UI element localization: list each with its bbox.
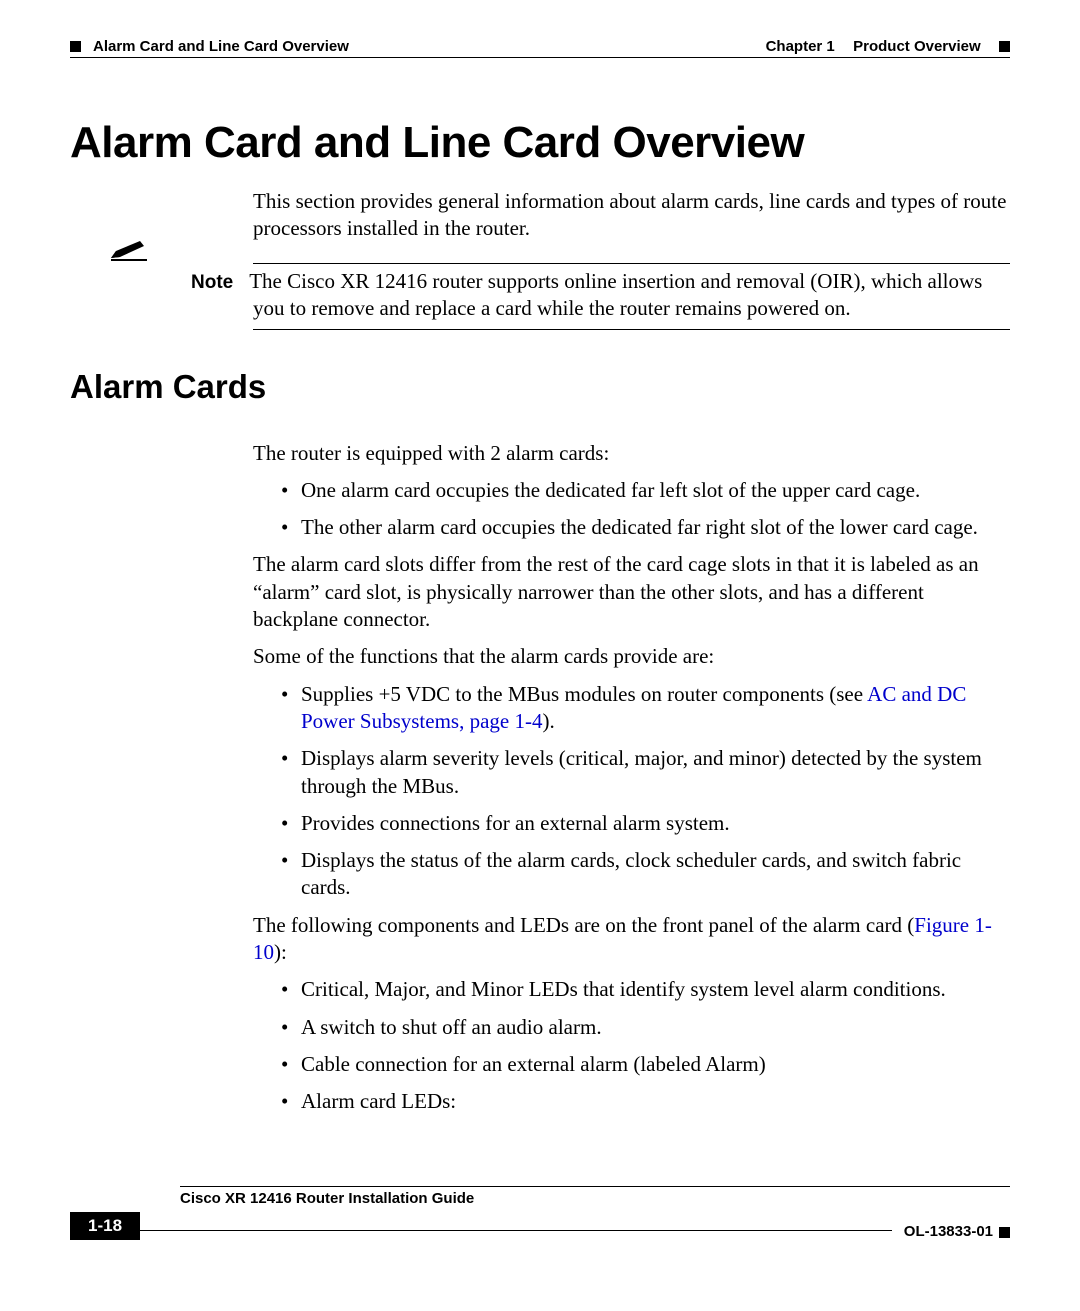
footer-spacer-rule xyxy=(140,1230,892,1231)
page-title: Alarm Card and Line Card Overview xyxy=(70,118,1010,168)
body-content: The router is equipped with 2 alarm card… xyxy=(253,440,1010,1116)
header-square-icon xyxy=(70,41,81,52)
list-item: Displays the status of the alarm cards, … xyxy=(281,847,1010,902)
list-text: ). xyxy=(542,709,554,733)
paragraph-text: ): xyxy=(274,940,287,964)
note-label: Note xyxy=(191,272,233,293)
list-item: A switch to shut off an audio alarm. xyxy=(281,1014,1010,1041)
footer-bar: 1-18 OL-13833-01 xyxy=(70,1212,1010,1240)
pencil-icon xyxy=(110,239,148,261)
footer-square-icon xyxy=(999,1227,1010,1238)
list-item: Alarm card LEDs: xyxy=(281,1088,1010,1115)
bullet-list-3: Critical, Major, and Minor LEDs that ide… xyxy=(253,976,1010,1115)
list-item: Provides connections for an external ala… xyxy=(281,810,1010,837)
list-item: Supplies +5 VDC to the MBus modules on r… xyxy=(281,681,1010,736)
header-right: Chapter 1 Product Overview xyxy=(766,38,1010,55)
header-square-icon xyxy=(999,41,1010,52)
header-rule xyxy=(70,57,1010,58)
section-heading-alarm-cards: Alarm Cards xyxy=(70,368,1010,406)
footer-guide-title: Cisco XR 12416 Router Installation Guide xyxy=(180,1190,1010,1207)
paragraph-text: The following components and LEDs are on… xyxy=(253,913,914,937)
note-block: Note The Cisco XR 12416 router supports o… xyxy=(70,263,1010,330)
list-item: The other alarm card occupies the dedica… xyxy=(281,514,1010,541)
note-top-rule xyxy=(253,263,1010,264)
list-item: Cable connection for an external alarm (… xyxy=(281,1051,1010,1078)
intro-paragraph: This section provides general informatio… xyxy=(253,188,1010,243)
paragraph: The alarm card slots differ from the res… xyxy=(253,551,1010,633)
list-item: Displays alarm severity levels (critical… xyxy=(281,745,1010,800)
footer-rule xyxy=(180,1186,1010,1187)
paragraph: The router is equipped with 2 alarm card… xyxy=(253,440,1010,467)
running-header: Alarm Card and Line Card Overview Chapte… xyxy=(70,38,1010,55)
page-footer: Cisco XR 12416 Router Installation Guide… xyxy=(70,1186,1010,1240)
header-chapter-label: Chapter 1 xyxy=(766,38,835,55)
page: Alarm Card and Line Card Overview Chapte… xyxy=(0,0,1080,1260)
header-left: Alarm Card and Line Card Overview xyxy=(70,38,349,55)
note-text: The Cisco XR 12416 router supports onlin… xyxy=(249,269,982,321)
page-number-badge: 1-18 xyxy=(70,1212,140,1240)
doc-id: OL-13833-01 xyxy=(904,1223,993,1240)
list-text: Supplies +5 VDC to the MBus modules on r… xyxy=(301,682,867,706)
list-item: Critical, Major, and Minor LEDs that ide… xyxy=(281,976,1010,1003)
paragraph: Some of the functions that the alarm car… xyxy=(253,643,1010,670)
header-section-title: Alarm Card and Line Card Overview xyxy=(93,38,349,55)
intro-text: This section provides general informatio… xyxy=(253,188,1010,243)
list-item: One alarm card occupies the dedicated fa… xyxy=(281,477,1010,504)
bullet-list-2: Supplies +5 VDC to the MBus modules on r… xyxy=(253,681,1010,902)
paragraph: The following components and LEDs are on… xyxy=(253,912,1010,967)
note-bottom-rule xyxy=(253,329,1010,330)
bullet-list-1: One alarm card occupies the dedicated fa… xyxy=(253,477,1010,542)
header-chapter-title: Product Overview xyxy=(853,38,981,55)
note-body: NoteThe Cisco XR 12416 router supports o… xyxy=(253,268,1010,323)
